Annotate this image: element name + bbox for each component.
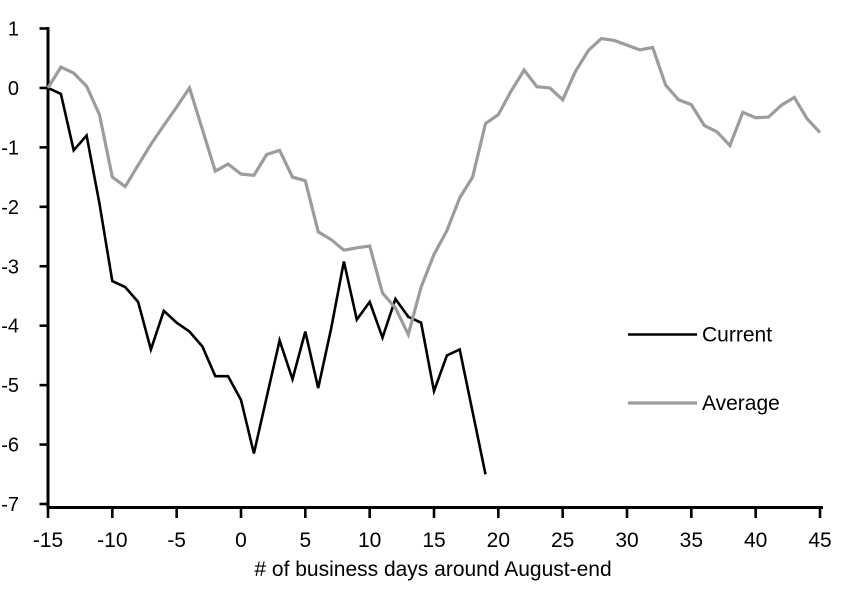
x-tick-label: 25 — [551, 529, 574, 552]
y-tick-label: -6 — [1, 435, 19, 457]
x-tick-label: 15 — [422, 529, 445, 552]
y-tick-label: -4 — [1, 316, 19, 338]
series-lines — [46, 36, 822, 475]
y-tick-label: -1 — [1, 137, 19, 159]
x-tick-label: 10 — [358, 529, 381, 552]
x-tick-label: -10 — [97, 529, 127, 552]
series-line-average — [46, 36, 822, 340]
y-tick-label: -2 — [1, 197, 19, 219]
x-tick-label: 20 — [487, 529, 510, 552]
series-line-current — [47, 86, 487, 475]
x-tick-label: -5 — [167, 529, 186, 552]
x-tick-label: 30 — [615, 529, 638, 552]
x-tick-label: -15 — [33, 529, 63, 552]
x-tick-label: 45 — [808, 529, 831, 552]
y-tick-label: -3 — [1, 256, 19, 278]
y-tick-label: 1 — [8, 19, 19, 41]
y-tick-label: 0 — [8, 78, 19, 100]
x-tick-label: 35 — [680, 529, 703, 552]
legend-current-label: Current — [702, 324, 772, 347]
x-tick-label: 5 — [299, 529, 311, 552]
x-tick-label: 40 — [744, 529, 767, 552]
axes: 10-1-2-3-4-5-6-7-15 -10 -5 0 5 10 15 20 25 30 35 40… — [1, 19, 831, 553]
y-tick-label: -5 — [1, 375, 19, 397]
legend-average-label: Average — [702, 392, 780, 415]
legend: Current Average — [628, 324, 780, 415]
x-axis-title: # of business days around August-end — [254, 558, 611, 581]
y-tick-label: -7 — [1, 494, 19, 516]
x-tick-label: 0 — [235, 529, 247, 552]
